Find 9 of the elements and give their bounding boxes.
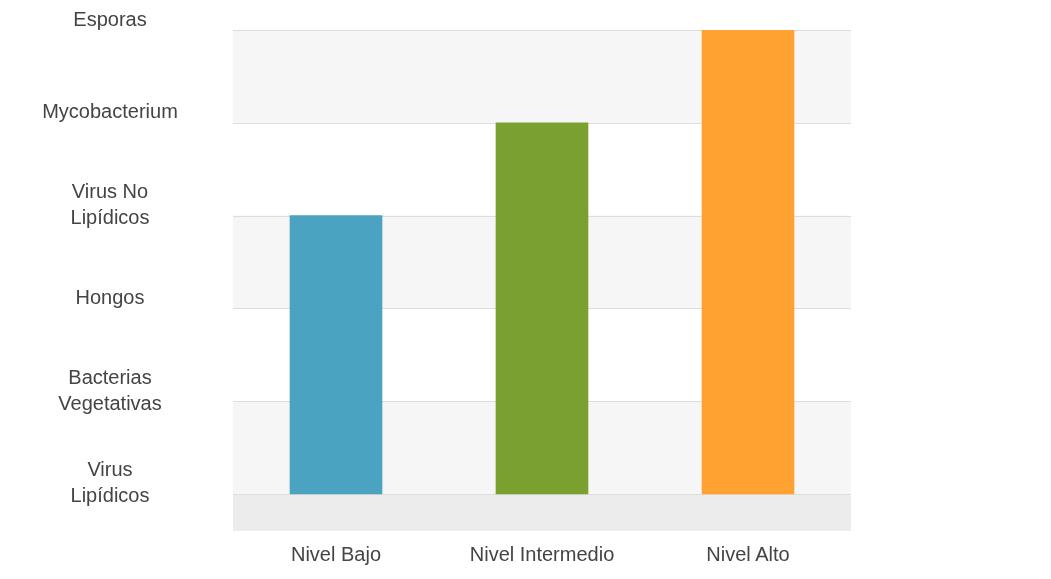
x-tick-label: Nivel Alto — [706, 542, 790, 565]
text: Virus Lipídicos — [70, 458, 150, 507]
text: Virus No Lipídicos — [70, 180, 150, 229]
text: Hongos — [75, 285, 145, 308]
x-tick-label: Nivel Bajo — [290, 542, 382, 565]
text: Mycobacterium — [42, 100, 178, 123]
text: Esporas — [73, 7, 147, 30]
text: Bacterias Vegetativas — [58, 365, 162, 414]
x-tick-label: Nivel Intermedio — [469, 542, 615, 565]
